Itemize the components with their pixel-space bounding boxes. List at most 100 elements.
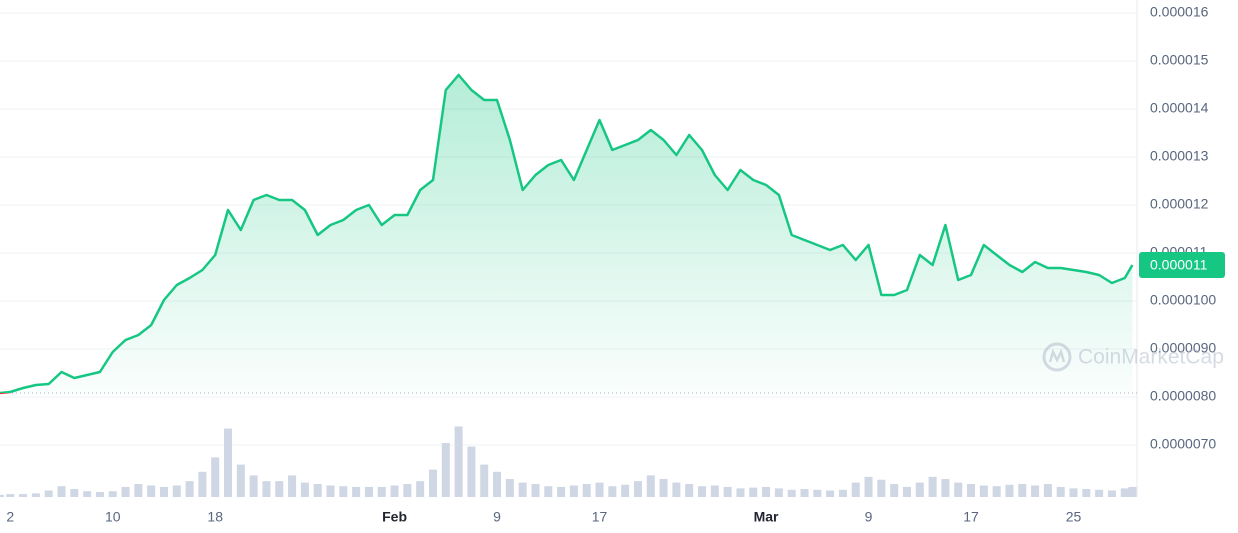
price-area bbox=[0, 75, 1133, 394]
volume-bar bbox=[159, 486, 168, 497]
watermark-text: CoinMarketCap bbox=[1078, 346, 1224, 369]
volume-bar bbox=[467, 446, 476, 497]
volume-bar bbox=[326, 485, 335, 497]
price-tag: 0.000011 bbox=[1150, 257, 1208, 273]
volume-bar bbox=[954, 482, 963, 497]
volume-bar bbox=[928, 476, 937, 497]
volume-bar bbox=[339, 486, 348, 497]
volume-bar bbox=[172, 485, 181, 497]
y-tick-label: 0.000013 bbox=[1150, 148, 1209, 164]
volume-bar bbox=[838, 489, 847, 497]
volume-bar bbox=[915, 482, 924, 497]
x-tick-label: 25 bbox=[1066, 509, 1082, 525]
volume-bar bbox=[621, 484, 630, 497]
volume-bar bbox=[147, 485, 156, 497]
volume-bar bbox=[1056, 486, 1065, 497]
volume-bar bbox=[1128, 486, 1137, 497]
volume-bar bbox=[762, 486, 771, 497]
volume-bar bbox=[569, 485, 578, 497]
y-tick-label: 0.000014 bbox=[1150, 100, 1209, 116]
y-tick-label: 0.0000090 bbox=[1150, 340, 1216, 356]
volume-bar bbox=[262, 481, 271, 497]
volume-bar bbox=[377, 486, 386, 497]
x-tick-label: 10 bbox=[105, 509, 121, 525]
y-tick-label: 0.000016 bbox=[1150, 4, 1209, 20]
volume-bar bbox=[121, 486, 130, 497]
volume-bar bbox=[31, 493, 40, 497]
x-tick-label: 17 bbox=[592, 509, 608, 525]
volume-bar bbox=[736, 488, 745, 497]
volume-bar bbox=[608, 486, 617, 497]
volume-bar bbox=[1018, 484, 1027, 497]
volume-bar bbox=[236, 464, 245, 497]
volume-bar bbox=[6, 494, 15, 497]
volume-bar bbox=[1031, 485, 1040, 497]
volume-bar bbox=[352, 486, 361, 497]
volume-bar bbox=[941, 479, 950, 497]
volume-bar bbox=[800, 489, 809, 497]
volume-bar bbox=[723, 486, 732, 497]
volume-bar bbox=[992, 486, 1001, 497]
volume-bar bbox=[493, 471, 502, 497]
volume-bar bbox=[1120, 488, 1129, 497]
x-tick-label: 18 bbox=[207, 509, 223, 525]
volume-bar bbox=[428, 469, 437, 497]
volume-bar bbox=[83, 491, 92, 497]
x-tick-label: 9 bbox=[865, 509, 873, 525]
x-tick-label: Feb bbox=[382, 509, 407, 525]
price-line bbox=[0, 73, 1134, 394]
volume-bar bbox=[57, 486, 66, 497]
volume-bar bbox=[890, 484, 899, 497]
volume-bar bbox=[1069, 488, 1078, 497]
volume-bar bbox=[70, 489, 79, 497]
volume-bar bbox=[595, 482, 604, 497]
volume-bar bbox=[416, 481, 425, 497]
volume-bar bbox=[1043, 484, 1052, 497]
volume-bar bbox=[108, 491, 117, 497]
volume-bar bbox=[185, 481, 194, 497]
volume-bar bbox=[288, 475, 297, 497]
volume-bar bbox=[224, 428, 233, 497]
volume-bar bbox=[313, 484, 322, 497]
y-tick-label: 0.000012 bbox=[1150, 196, 1209, 212]
volume-bar bbox=[390, 485, 399, 497]
volume-bar bbox=[95, 491, 104, 497]
volume-bar bbox=[826, 490, 835, 497]
volume-bar bbox=[877, 479, 886, 497]
volume-bar bbox=[19, 494, 28, 497]
volume-bar bbox=[44, 490, 53, 497]
volume-bar bbox=[633, 481, 642, 497]
volume-bar bbox=[749, 487, 758, 497]
volume-bar bbox=[403, 484, 412, 497]
volume-bar bbox=[198, 471, 207, 497]
volume-bar bbox=[1005, 484, 1014, 497]
volume-bar bbox=[518, 482, 527, 497]
y-tick-label: 0.0000080 bbox=[1150, 388, 1216, 404]
volume-bar bbox=[979, 485, 988, 497]
volume-bar bbox=[685, 484, 694, 497]
volume-bar bbox=[774, 488, 783, 497]
volume-bar bbox=[851, 482, 860, 497]
volume-bar bbox=[698, 486, 707, 497]
volume-bar bbox=[134, 484, 143, 497]
volume-bar bbox=[211, 457, 220, 497]
x-tick-label: 2 bbox=[6, 509, 14, 525]
volume-bar bbox=[480, 464, 489, 497]
watermark: CoinMarketCap bbox=[1042, 342, 1224, 372]
price-tag-box bbox=[1139, 252, 1225, 279]
x-tick-label: 9 bbox=[493, 509, 501, 525]
volume-bar bbox=[902, 486, 911, 497]
volume-bar bbox=[710, 485, 719, 497]
x-tick-label: Mar bbox=[754, 509, 779, 525]
volume-bar bbox=[1082, 489, 1091, 497]
volume-bar bbox=[531, 484, 540, 497]
y-tick-label: 0.0000100 bbox=[1150, 292, 1216, 308]
volume-bar bbox=[582, 484, 591, 497]
volume-bar bbox=[275, 481, 284, 497]
volume-bar bbox=[300, 482, 309, 497]
volume-bar bbox=[646, 475, 655, 497]
y-tick-label: 0.000015 bbox=[1150, 52, 1209, 68]
volume-bar bbox=[787, 489, 796, 497]
volume-bar bbox=[505, 479, 514, 497]
